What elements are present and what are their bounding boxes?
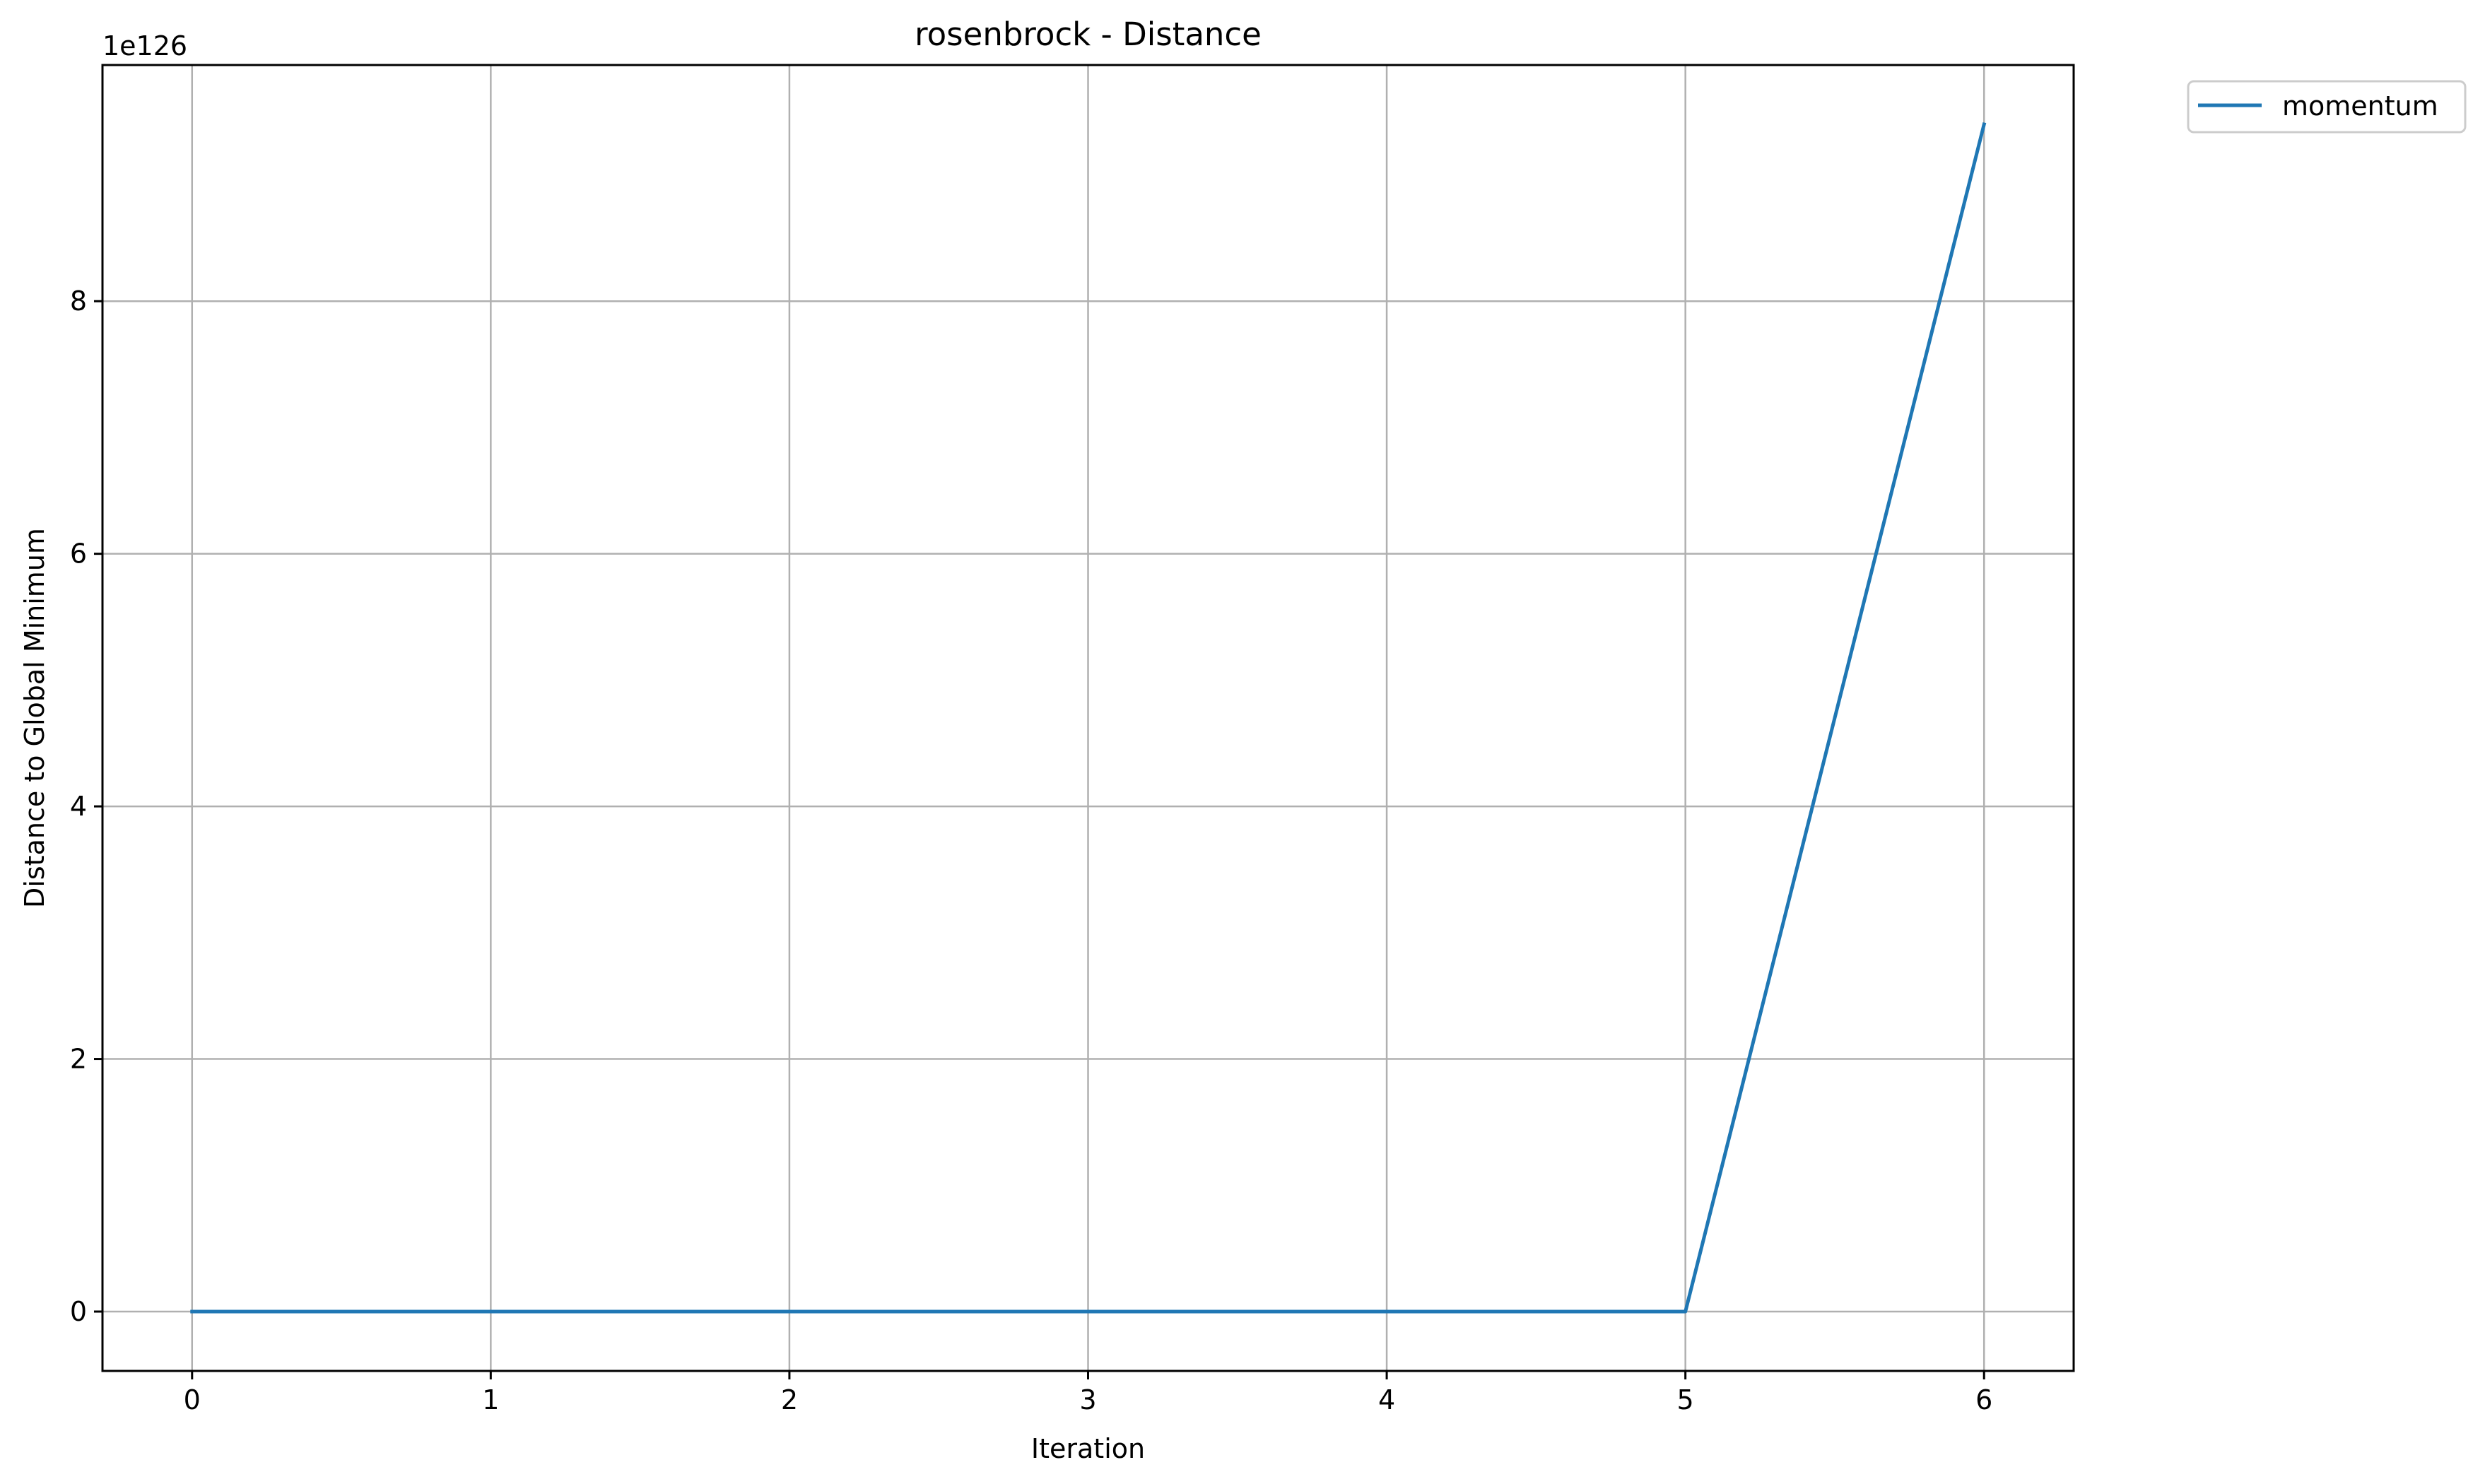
x-tick-label: 6: [1975, 1384, 1992, 1415]
x-tick-label: 3: [1079, 1384, 1096, 1415]
y-tick-label: 8: [70, 285, 87, 317]
x-ticks: 0 1 2 3 4 5 6: [184, 1371, 1992, 1415]
x-tick-label: 1: [482, 1384, 499, 1415]
y-tick-label: 4: [70, 791, 87, 822]
x-axis-label: Iteration: [1031, 1433, 1145, 1464]
y-tick-label: 6: [70, 538, 87, 570]
x-tick-label: 2: [781, 1384, 798, 1415]
y-axis-label: Distance to Global Minimum: [19, 528, 50, 908]
x-tick-label: 5: [1677, 1384, 1694, 1415]
y-tick-label: 2: [70, 1044, 87, 1075]
y-tick-label: 0: [70, 1296, 87, 1327]
series-layer: [190, 122, 1987, 1314]
x-tick-label: 0: [184, 1384, 201, 1415]
legend-frame: [2187, 80, 2467, 134]
chart-title: rosenbrock - Distance: [915, 16, 1262, 53]
y-ticks: 0 2 4 6 8: [70, 285, 102, 1327]
legend: momentum: [2187, 80, 2467, 134]
x-tick-label: 4: [1378, 1384, 1395, 1415]
series-line-momentum: [190, 122, 1987, 1314]
legend-label-momentum: momentum: [2282, 90, 2438, 122]
y-offset-text: 1e126: [102, 30, 187, 61]
